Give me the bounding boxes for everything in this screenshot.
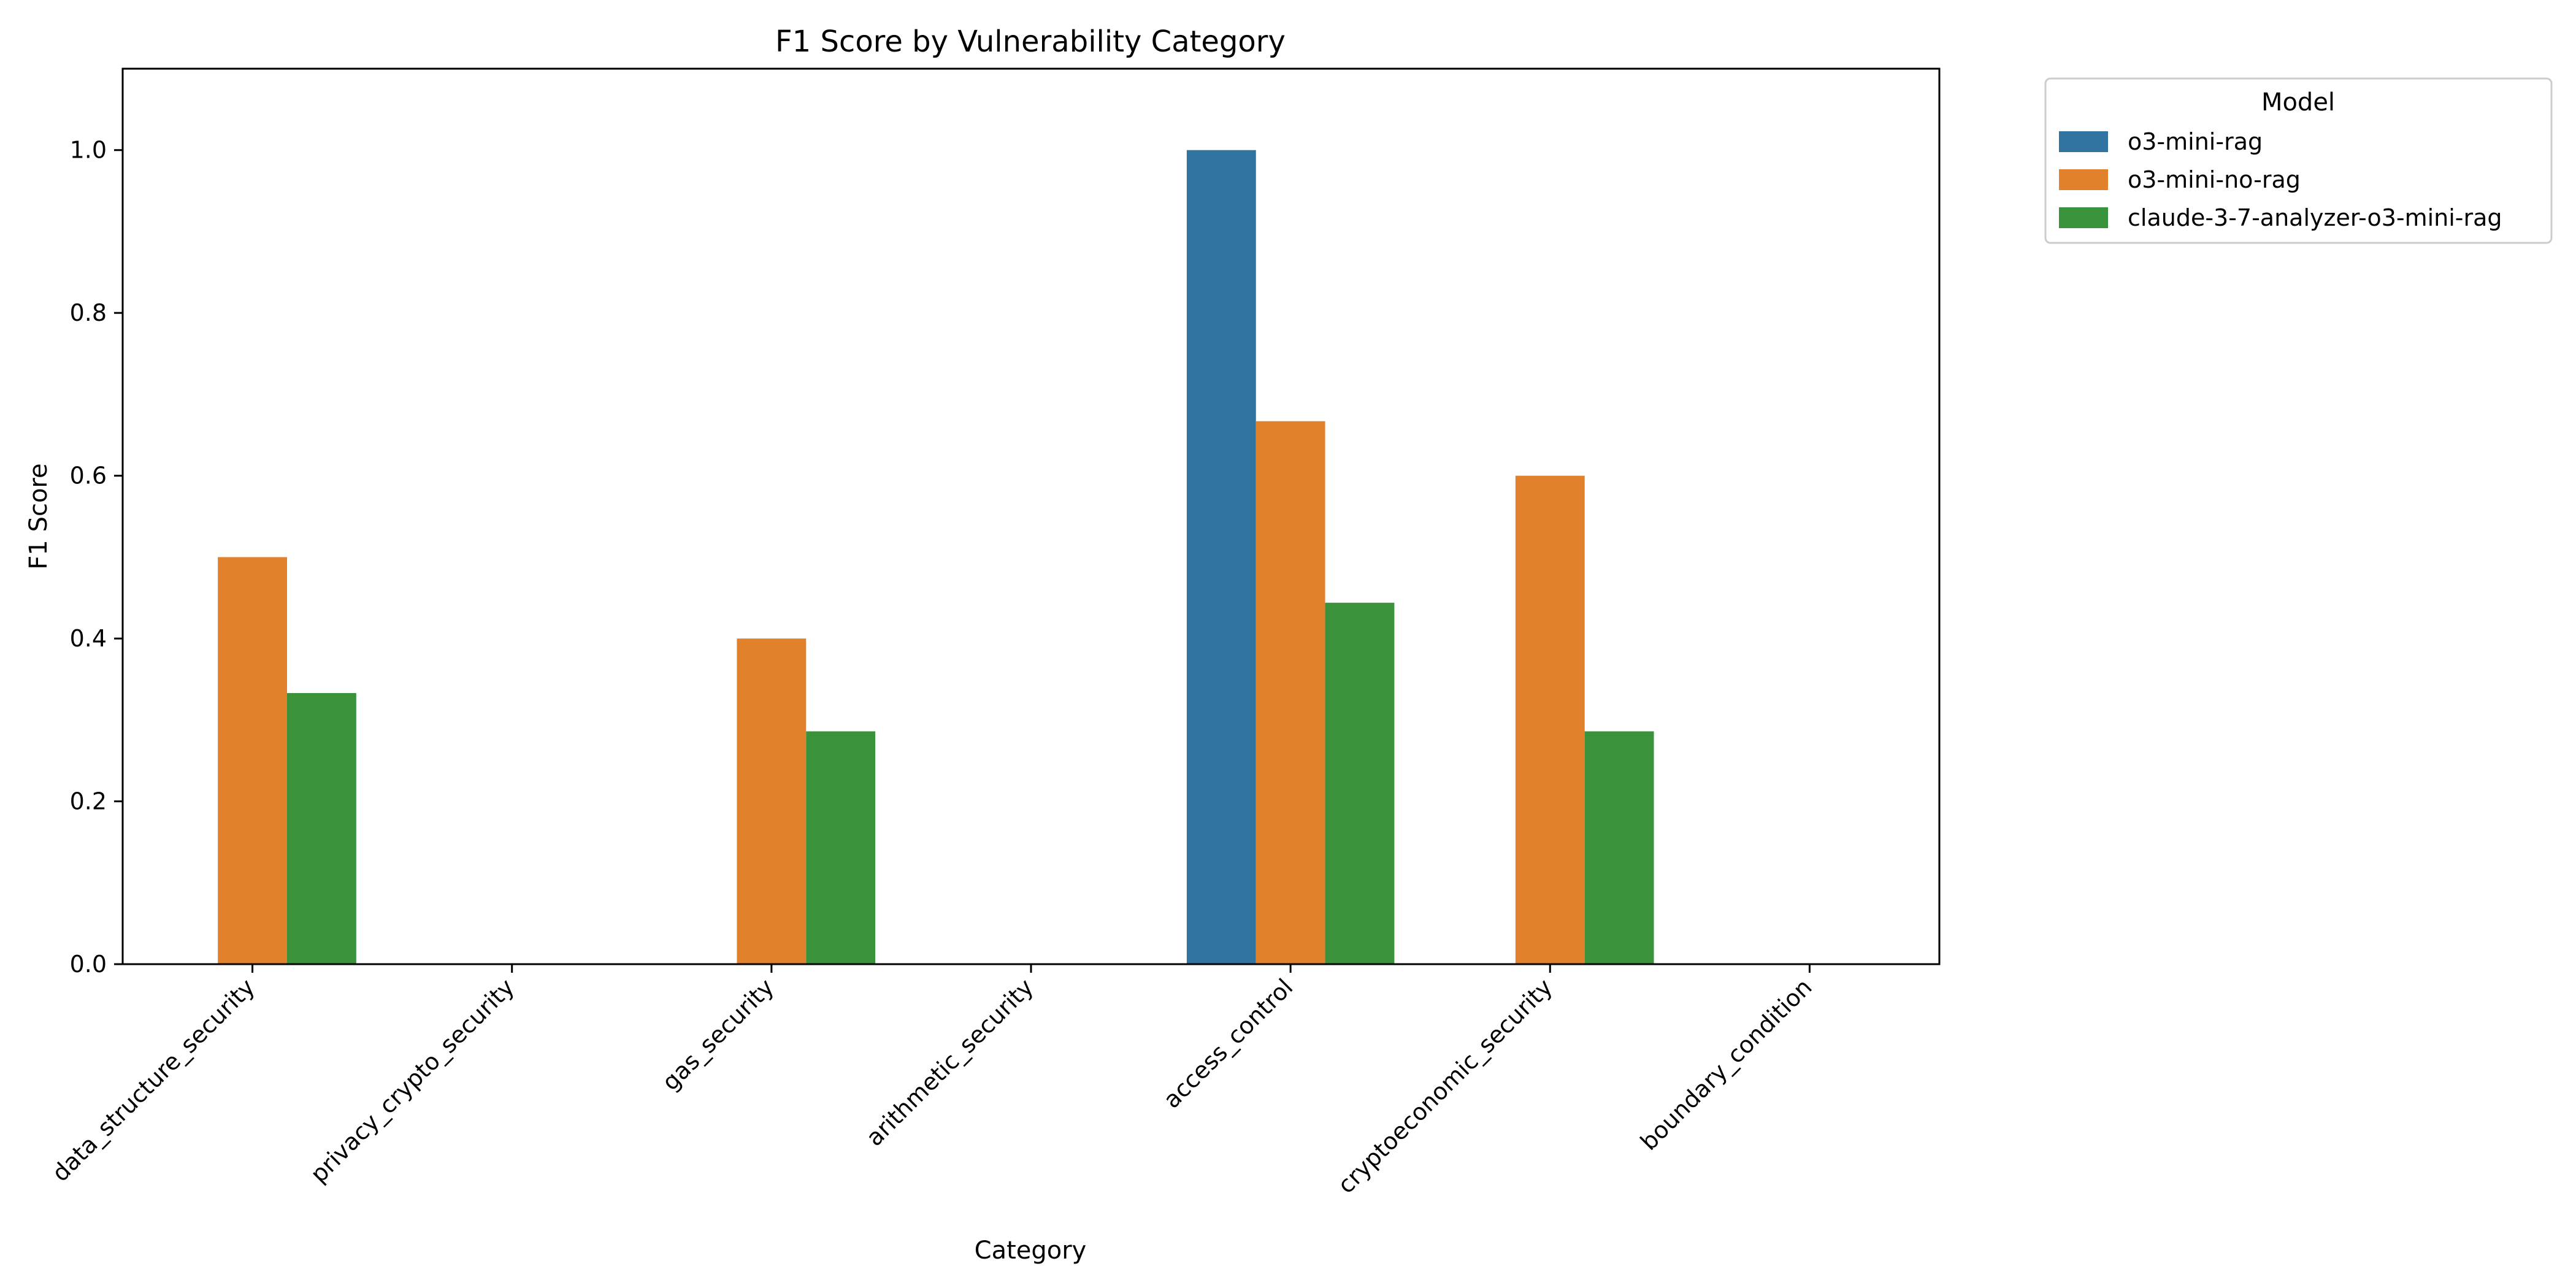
legend-box (2044, 77, 2553, 244)
legend-entry: o3-mini-rag (2059, 128, 2263, 155)
legend-entry: claude-3-7-analyzer-o3-mini-rag (2059, 204, 2502, 231)
bar (218, 557, 287, 964)
bar (1515, 475, 1585, 964)
bar (1584, 731, 1654, 964)
legend-entries: o3-mini-rag o3-mini-no-rag claude-3-7-anal… (2059, 128, 2502, 231)
legend-label: claude-3-7-analyzer-o3-mini-rag (2128, 204, 2502, 231)
legend: Model o3-mini-rag o3-mini-no-rag claude-3-… (2044, 77, 2553, 244)
y-tick-label: 0.4 (70, 625, 107, 652)
bar (286, 693, 356, 964)
bar-series-claude-3-7-analyzer-o3-mini-rag (286, 602, 1654, 964)
bar (1255, 421, 1325, 964)
chart-title: F1 Score by Vulnerability Category (775, 25, 1286, 59)
y-tick-label: 1.0 (70, 137, 107, 164)
y-tick-label: 0.2 (70, 788, 107, 815)
bar-series-o3-mini-no-rag (218, 421, 1585, 964)
legend-label: o3-mini-rag (2128, 128, 2263, 155)
legend-swatch (2059, 169, 2108, 190)
plot-area: 0.00.20.40.60.81.0data_structure_securit… (47, 67, 1941, 1198)
legend-swatch (2059, 131, 2108, 152)
legend-swatch (2059, 207, 2108, 228)
legend-label: o3-mini-no-rag (2128, 166, 2301, 193)
y-tick-label: 0.0 (70, 951, 107, 978)
bar (1186, 150, 1256, 965)
y-tick-label: 0.8 (70, 299, 107, 326)
bar-series-o3-mini-rag (1186, 150, 1256, 965)
y-axis-label: F1 Score (25, 463, 53, 569)
bar (806, 731, 876, 964)
legend-entry: o3-mini-no-rag (2059, 166, 2301, 193)
legend-title: Model (2261, 88, 2335, 117)
y-axis-ticks: 0.0 0.2 0.4 0.6 0.8 1.0 (70, 137, 123, 978)
bar (737, 638, 807, 964)
y-tick-label: 0.6 (70, 462, 107, 489)
bar (1325, 602, 1395, 964)
x-axis-label: Category (975, 1236, 1087, 1265)
